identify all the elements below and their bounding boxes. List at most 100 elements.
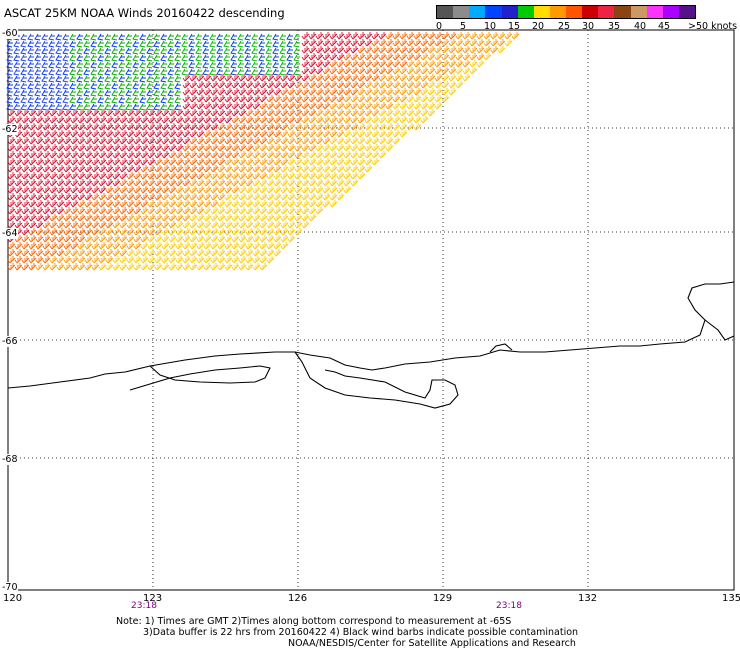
wind-barb — [147, 249, 156, 257]
wind-barb — [161, 151, 170, 159]
wind-barb — [329, 137, 338, 145]
wind-barb — [167, 40, 174, 48]
wind-barb — [70, 116, 79, 124]
wind-barb — [112, 158, 121, 166]
wind-barb — [336, 95, 345, 103]
wind-barb — [350, 137, 359, 145]
wind-barb — [385, 109, 394, 117]
wind-barb — [294, 102, 303, 110]
wind-barb — [189, 200, 198, 208]
wind-barb — [126, 207, 135, 215]
wind-barb — [293, 47, 300, 55]
wind-barb — [28, 193, 37, 201]
wind-barb — [84, 193, 93, 201]
colorbar-swatch — [598, 6, 615, 18]
wind-barb — [301, 151, 310, 159]
wind-barb — [77, 235, 86, 243]
wind-barb — [273, 172, 282, 180]
wind-barb — [126, 249, 135, 257]
wind-barb — [322, 151, 331, 159]
wind-barb — [238, 102, 247, 110]
wind-barb — [217, 130, 226, 138]
wind-barb — [259, 207, 268, 215]
wind-barb — [49, 221, 58, 229]
wind-barb — [83, 75, 90, 83]
wind-barb — [119, 137, 128, 145]
wind-barb — [224, 151, 233, 159]
wind-barb — [385, 95, 394, 103]
wind-barb — [371, 158, 380, 166]
wind-barb — [35, 179, 44, 187]
wind-barb — [266, 249, 275, 257]
wind-barb — [259, 242, 268, 250]
wind-barb — [406, 81, 415, 89]
wind-barb — [126, 193, 135, 201]
wind-barb — [119, 242, 128, 250]
wind-barb — [154, 179, 163, 187]
wind-barb — [196, 193, 205, 201]
wind-barb — [35, 228, 44, 236]
wind-barb — [280, 151, 289, 159]
wind-barb — [133, 228, 142, 236]
wind-barb — [112, 130, 121, 138]
wind-barb — [231, 235, 240, 243]
wind-barb — [259, 81, 268, 89]
wind-barb — [293, 54, 300, 62]
wind-barb — [20, 96, 27, 104]
wind-barb — [357, 137, 366, 145]
wind-barb — [189, 228, 198, 236]
wind-barb — [189, 123, 198, 131]
wind-barb — [357, 32, 366, 40]
wind-barb — [294, 172, 303, 180]
wind-barb — [476, 46, 485, 54]
wind-barb — [83, 54, 90, 62]
wind-barb — [210, 158, 219, 166]
wind-barb — [364, 60, 373, 68]
wind-barb — [83, 68, 90, 76]
wind-barb — [105, 130, 114, 138]
wind-barb — [469, 32, 478, 40]
wind-barb — [294, 130, 303, 138]
wind-barb — [364, 130, 373, 138]
wind-barb — [105, 228, 114, 236]
wind-barb — [28, 172, 37, 180]
wind-barb — [126, 116, 135, 124]
colorbar-label: 10 — [484, 21, 497, 32]
wind-barb — [294, 200, 303, 208]
wind-barb — [378, 74, 387, 82]
wind-barb — [98, 109, 107, 117]
wind-barb — [196, 81, 205, 89]
wind-barb — [357, 123, 366, 131]
wind-barb — [420, 67, 429, 75]
wind-barb — [217, 256, 226, 264]
wind-barb — [63, 151, 72, 159]
wind-barb — [27, 68, 34, 76]
wind-barb — [434, 53, 443, 61]
wind-barb — [343, 144, 352, 152]
wind-barb — [406, 116, 415, 124]
wind-barb — [224, 193, 233, 201]
wind-barb — [55, 47, 62, 55]
wind-barb — [153, 33, 160, 41]
wind-barb — [161, 221, 170, 229]
wind-barb — [77, 172, 86, 180]
wind-barb — [182, 186, 191, 194]
wind-barb — [119, 207, 128, 215]
wind-barb — [104, 82, 111, 90]
wind-barb — [378, 144, 387, 152]
wind-barb — [357, 158, 366, 166]
wind-barb — [231, 186, 240, 194]
wind-barb — [336, 88, 345, 96]
wind-barb — [301, 116, 310, 124]
wind-barb — [119, 172, 128, 180]
wind-barb — [97, 82, 104, 90]
wind-barb — [126, 151, 135, 159]
wind-barb — [238, 88, 247, 96]
wind-barb — [210, 221, 219, 229]
wind-barb — [294, 186, 303, 194]
wind-barb — [132, 61, 139, 69]
wind-barb — [329, 186, 338, 194]
wind-barb — [105, 158, 114, 166]
wind-barb — [217, 172, 226, 180]
